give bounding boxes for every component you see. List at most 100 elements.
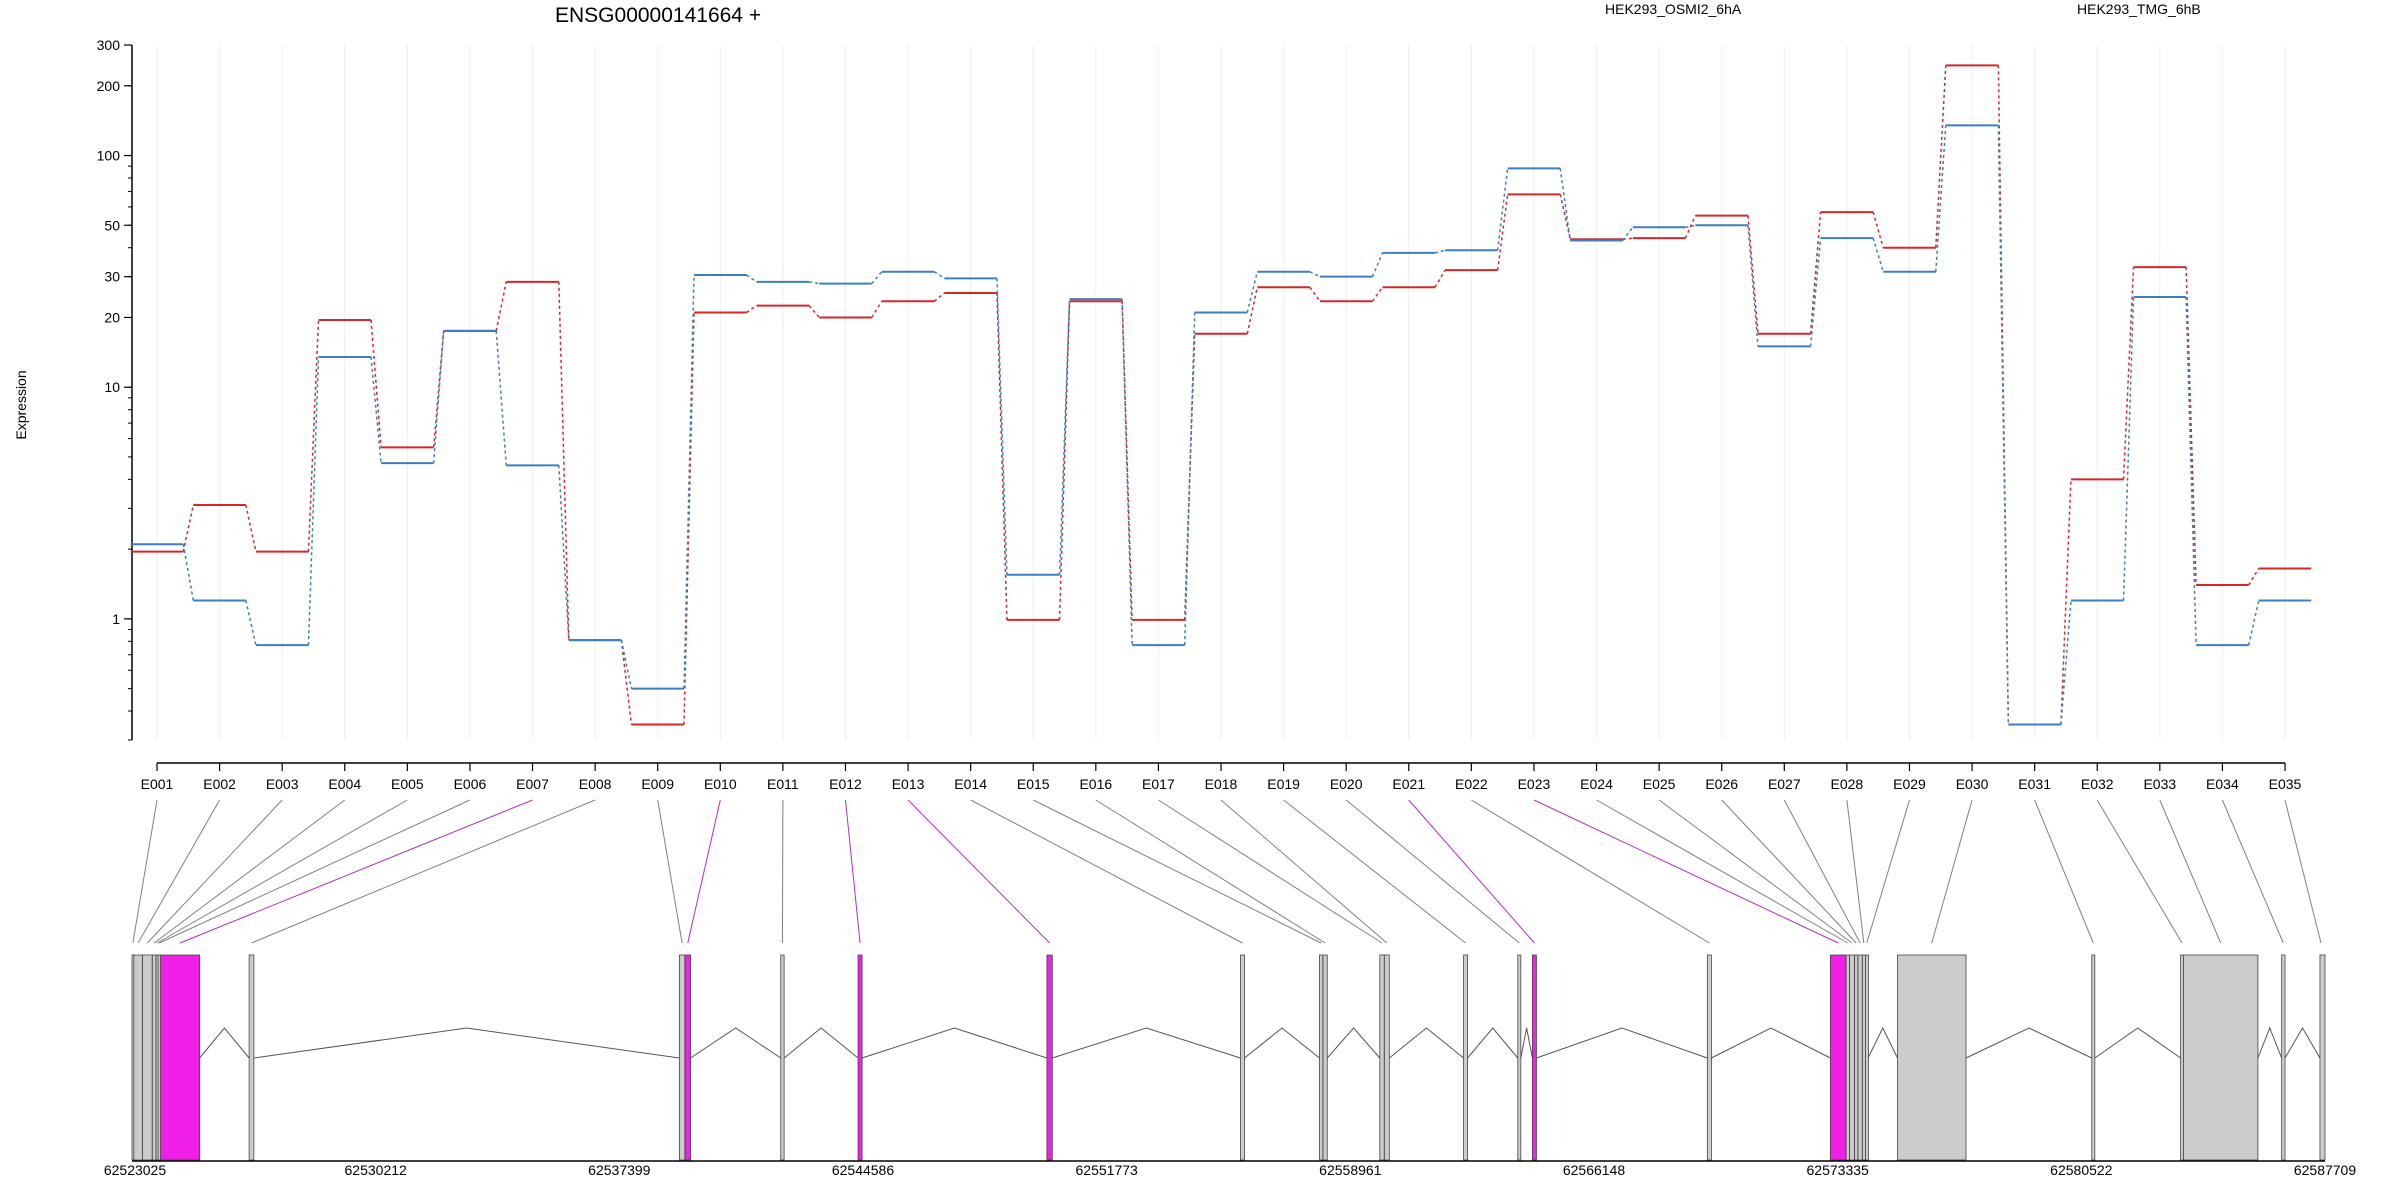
series-connector bbox=[2122, 267, 2135, 480]
x-tick-label: E018 bbox=[1205, 776, 1238, 792]
exon-connector bbox=[1345, 799, 1520, 944]
y-tick-label: 10 bbox=[104, 379, 120, 395]
intron-line bbox=[1711, 1027, 1831, 1059]
exon-connector bbox=[137, 799, 221, 944]
x-tick-label: E012 bbox=[829, 776, 862, 792]
series-connector bbox=[746, 304, 758, 314]
x-tick-label: E024 bbox=[1580, 776, 1613, 792]
series-connector bbox=[1496, 194, 1509, 271]
intron-line bbox=[199, 1027, 250, 1059]
x-tick-label: E017 bbox=[1142, 776, 1175, 792]
x-tick-label: E021 bbox=[1392, 776, 1425, 792]
series-connector bbox=[558, 281, 570, 641]
series-connector bbox=[1747, 225, 1759, 347]
exon-connector-lines bbox=[132, 799, 2322, 944]
x-tick-label: E008 bbox=[579, 776, 612, 792]
series-connector bbox=[1309, 286, 1321, 302]
x-tick-label: E005 bbox=[391, 776, 424, 792]
intron-line bbox=[1052, 1027, 1241, 1059]
intron-line bbox=[690, 1027, 782, 1059]
genomic-coordinate-axis: 62523025 62530212 62537399 62544586 62551773… bbox=[104, 1160, 2356, 1178]
intron-line bbox=[1867, 1026, 1898, 1059]
exon-box-e024 bbox=[1845, 954, 1850, 1161]
series-connector bbox=[1371, 252, 1384, 277]
x-tick-label: E019 bbox=[1267, 776, 1300, 792]
intron-line bbox=[1536, 1027, 1708, 1059]
exon-connector bbox=[1721, 799, 1857, 944]
x-tick-label: E029 bbox=[1893, 776, 1926, 792]
x-tick-label: E015 bbox=[1017, 776, 1050, 792]
y-tick-label: 300 bbox=[97, 37, 121, 53]
exon-box-e029 bbox=[1865, 954, 1869, 1161]
intron-line bbox=[1467, 1027, 1519, 1059]
series-connector bbox=[1058, 301, 1071, 620]
exon-box-e022 bbox=[1706, 954, 1712, 1161]
exon-box-e003 bbox=[142, 954, 153, 1161]
series-connector bbox=[2060, 479, 2072, 725]
series-connector bbox=[1747, 215, 1759, 334]
intron-line bbox=[783, 1027, 859, 1059]
series-connector bbox=[933, 271, 945, 279]
exon-connector bbox=[1658, 799, 1853, 944]
series-connector bbox=[307, 356, 320, 646]
series-connector bbox=[1685, 224, 1696, 229]
grid-layer bbox=[156, 45, 2286, 740]
series-connector bbox=[2060, 600, 2072, 725]
coord-tick-label: 62523025 bbox=[104, 1162, 167, 1178]
exon-connector bbox=[146, 799, 283, 944]
intron-line bbox=[2257, 1026, 2283, 1059]
series-connector bbox=[871, 271, 883, 285]
x-tick-label: E027 bbox=[1768, 776, 1801, 792]
intron-line bbox=[253, 1027, 680, 1059]
legend-entry-osmi2: HEK293_OSMI2_6hA bbox=[1605, 1, 1742, 17]
exon-connector bbox=[158, 799, 471, 944]
series-connector bbox=[1434, 249, 1446, 254]
series-connector bbox=[1058, 299, 1071, 575]
series-connector bbox=[495, 281, 507, 332]
series-connector bbox=[1434, 269, 1446, 288]
series-connector bbox=[1183, 312, 1196, 646]
exon-box-e025 bbox=[1849, 954, 1855, 1161]
series-connector bbox=[2247, 600, 2260, 646]
series-connector bbox=[1935, 65, 1947, 248]
x-tick-label: E030 bbox=[1956, 776, 1989, 792]
exon-connector bbox=[179, 799, 533, 944]
series-connector bbox=[1809, 238, 1822, 347]
exon-connector bbox=[1596, 799, 1849, 944]
coord-tick-label: 62530212 bbox=[345, 1162, 408, 1178]
x-tick-label: E034 bbox=[2206, 776, 2239, 792]
series-connector bbox=[2185, 267, 2197, 586]
exon-box-e020 bbox=[1517, 954, 1522, 1161]
y-tick-label: 1 bbox=[112, 611, 120, 627]
x-tick-label: E014 bbox=[954, 776, 987, 792]
exon-connector bbox=[2221, 799, 2284, 944]
x-tick-label: E033 bbox=[2143, 776, 2176, 792]
series-connector bbox=[620, 639, 633, 725]
intron-line bbox=[1520, 1027, 1533, 1059]
series-connector bbox=[1496, 168, 1509, 251]
y-tick-label: 100 bbox=[97, 148, 121, 164]
exon-box-e018 bbox=[1383, 954, 1390, 1161]
exon-connector bbox=[970, 799, 1243, 944]
x-tick-label: E023 bbox=[1518, 776, 1551, 792]
y-tick-label: 30 bbox=[104, 269, 120, 285]
series-connector bbox=[1809, 212, 1822, 334]
exon-box-e014 bbox=[1240, 954, 1245, 1161]
exon-box-e004 bbox=[151, 954, 157, 1161]
exon-connector bbox=[657, 799, 683, 944]
x-tick-label: E022 bbox=[1455, 776, 1488, 792]
exon-box-e019 bbox=[1463, 954, 1469, 1161]
exon-box-e002 bbox=[133, 954, 143, 1161]
exon-box-e026 bbox=[1854, 954, 1859, 1161]
x-tick-label: E007 bbox=[516, 776, 549, 792]
coord-tick-label: 62558961 bbox=[1319, 1162, 1382, 1178]
series-connector bbox=[432, 330, 445, 448]
exon-box-e012 bbox=[857, 954, 863, 1161]
exon-connector bbox=[1931, 799, 1973, 944]
chart-title: ENSG00000141664 + bbox=[555, 4, 761, 27]
coord-tick-label: 62566148 bbox=[1563, 1162, 1626, 1178]
series-connector bbox=[182, 544, 195, 601]
exon-box-e015 bbox=[1319, 954, 1324, 1161]
x-tick-label: E013 bbox=[892, 776, 925, 792]
